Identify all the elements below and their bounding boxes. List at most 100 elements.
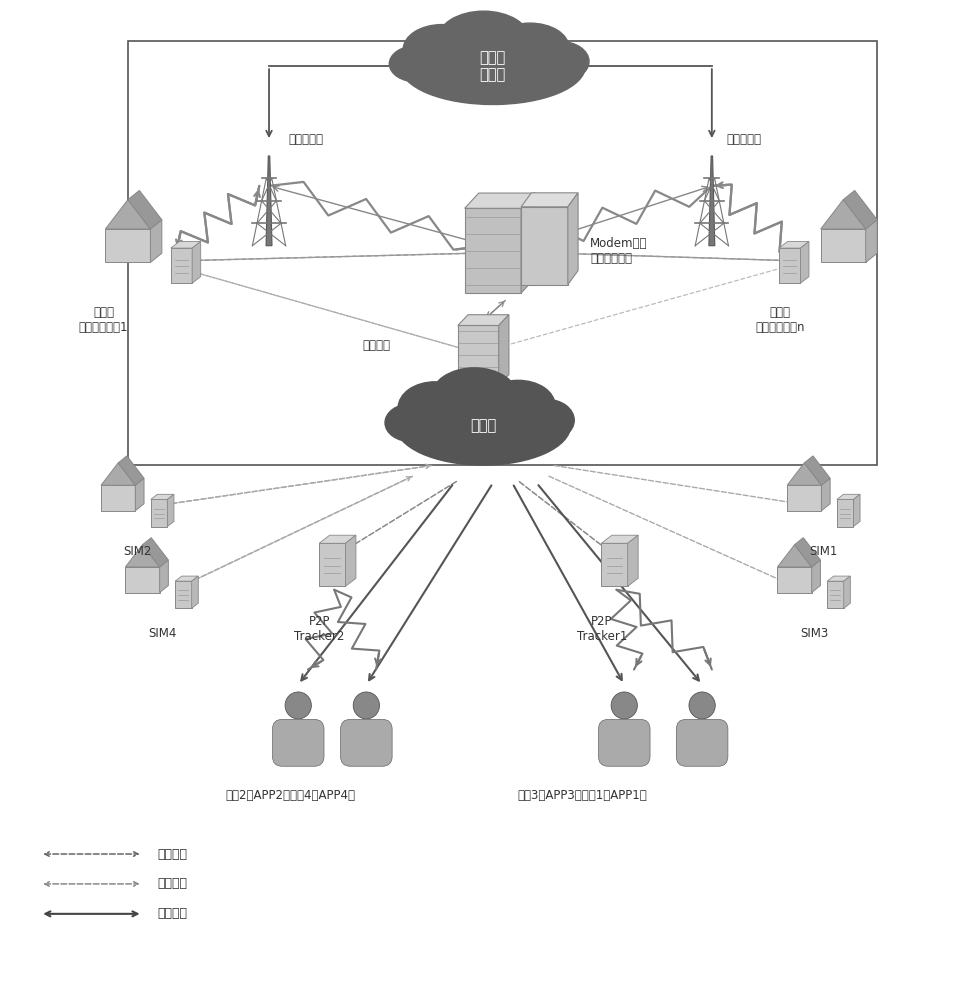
Bar bbox=[821, 229, 866, 262]
Bar bbox=[601, 543, 628, 586]
Text: SIM1: SIM1 bbox=[809, 545, 838, 558]
Polygon shape bbox=[779, 242, 809, 248]
Bar bbox=[778, 567, 812, 593]
Text: 管理信令: 管理信令 bbox=[157, 848, 187, 861]
Bar bbox=[105, 229, 150, 262]
Polygon shape bbox=[136, 478, 144, 511]
Polygon shape bbox=[499, 315, 508, 385]
Polygon shape bbox=[319, 535, 356, 543]
Polygon shape bbox=[804, 456, 831, 485]
Polygon shape bbox=[150, 220, 162, 262]
Bar bbox=[128, 41, 877, 465]
Ellipse shape bbox=[430, 368, 518, 428]
Polygon shape bbox=[812, 560, 821, 593]
Ellipse shape bbox=[386, 404, 437, 442]
Bar bbox=[125, 567, 160, 593]
Polygon shape bbox=[866, 220, 877, 262]
Bar bbox=[828, 581, 843, 608]
Bar bbox=[102, 485, 136, 511]
Polygon shape bbox=[568, 193, 578, 285]
Text: SIM3: SIM3 bbox=[800, 627, 829, 640]
Ellipse shape bbox=[437, 11, 530, 69]
Polygon shape bbox=[266, 156, 272, 246]
Ellipse shape bbox=[389, 46, 445, 82]
Ellipse shape bbox=[398, 382, 471, 434]
Text: SIM4: SIM4 bbox=[147, 627, 176, 640]
Polygon shape bbox=[521, 193, 535, 293]
Polygon shape bbox=[128, 190, 162, 229]
Polygon shape bbox=[118, 456, 144, 485]
Text: 运营商
核心网: 运营商 核心网 bbox=[480, 50, 506, 82]
Bar bbox=[465, 208, 521, 293]
Polygon shape bbox=[167, 494, 174, 527]
Bar bbox=[150, 499, 167, 527]
Polygon shape bbox=[853, 494, 860, 527]
Polygon shape bbox=[709, 156, 714, 246]
Polygon shape bbox=[191, 576, 198, 608]
Ellipse shape bbox=[461, 47, 562, 95]
Polygon shape bbox=[192, 242, 201, 283]
FancyBboxPatch shape bbox=[676, 719, 728, 766]
Text: Modem池型
共享射频设备: Modem池型 共享射频设备 bbox=[590, 237, 648, 265]
Polygon shape bbox=[828, 576, 850, 581]
Text: 通信信令: 通信信令 bbox=[157, 877, 187, 890]
Text: 运营商基站: 运营商基站 bbox=[726, 133, 761, 146]
Ellipse shape bbox=[481, 380, 555, 430]
FancyBboxPatch shape bbox=[272, 719, 324, 766]
Ellipse shape bbox=[400, 28, 586, 105]
Polygon shape bbox=[628, 535, 638, 586]
Text: 互联网: 互联网 bbox=[470, 418, 496, 433]
Ellipse shape bbox=[491, 23, 569, 71]
Circle shape bbox=[285, 692, 311, 719]
Polygon shape bbox=[800, 242, 809, 283]
Circle shape bbox=[689, 692, 715, 719]
Polygon shape bbox=[521, 193, 578, 207]
Polygon shape bbox=[836, 494, 860, 499]
Text: 管理平台: 管理平台 bbox=[363, 339, 390, 352]
Bar bbox=[521, 207, 568, 285]
Bar bbox=[836, 499, 853, 527]
Polygon shape bbox=[150, 494, 174, 499]
FancyBboxPatch shape bbox=[341, 719, 392, 766]
Polygon shape bbox=[346, 535, 356, 586]
Text: 家庭型
共享射频设备1: 家庭型 共享射频设备1 bbox=[79, 306, 128, 334]
Polygon shape bbox=[465, 193, 535, 208]
Text: 运营商基站: 运营商基站 bbox=[289, 133, 323, 146]
Ellipse shape bbox=[395, 385, 571, 465]
Polygon shape bbox=[821, 200, 866, 229]
Ellipse shape bbox=[530, 41, 590, 82]
Bar bbox=[171, 248, 192, 283]
Circle shape bbox=[611, 692, 637, 719]
Polygon shape bbox=[778, 545, 812, 567]
Circle shape bbox=[353, 692, 380, 719]
Polygon shape bbox=[102, 463, 136, 485]
Ellipse shape bbox=[518, 399, 574, 441]
Polygon shape bbox=[788, 463, 822, 485]
Text: 用户3（APP3）用户1（APP1）: 用户3（APP3）用户1（APP1） bbox=[517, 789, 647, 802]
Text: 话音通道: 话音通道 bbox=[157, 907, 187, 920]
Polygon shape bbox=[794, 538, 821, 567]
Text: 家庭型
共享射频设备n: 家庭型 共享射频设备n bbox=[755, 306, 805, 334]
Polygon shape bbox=[105, 200, 150, 229]
Polygon shape bbox=[458, 315, 508, 325]
Polygon shape bbox=[843, 576, 850, 608]
Bar bbox=[788, 485, 822, 511]
Text: SIM2: SIM2 bbox=[123, 545, 152, 558]
Bar bbox=[458, 325, 499, 385]
Ellipse shape bbox=[453, 405, 549, 455]
Ellipse shape bbox=[424, 45, 507, 93]
FancyBboxPatch shape bbox=[598, 719, 650, 766]
Polygon shape bbox=[601, 535, 638, 543]
Polygon shape bbox=[822, 478, 831, 511]
Bar bbox=[319, 543, 346, 586]
Ellipse shape bbox=[403, 25, 481, 74]
Polygon shape bbox=[175, 576, 198, 581]
Polygon shape bbox=[160, 560, 168, 593]
Text: P2P
Tracker1: P2P Tracker1 bbox=[577, 615, 627, 643]
Polygon shape bbox=[142, 538, 168, 567]
Bar bbox=[175, 581, 191, 608]
Text: P2P
Tracker2: P2P Tracker2 bbox=[295, 615, 345, 643]
Polygon shape bbox=[171, 242, 201, 248]
Polygon shape bbox=[843, 190, 877, 229]
Text: 用户2（APP2）用户4（APP4）: 用户2（APP2）用户4（APP4） bbox=[225, 789, 355, 802]
